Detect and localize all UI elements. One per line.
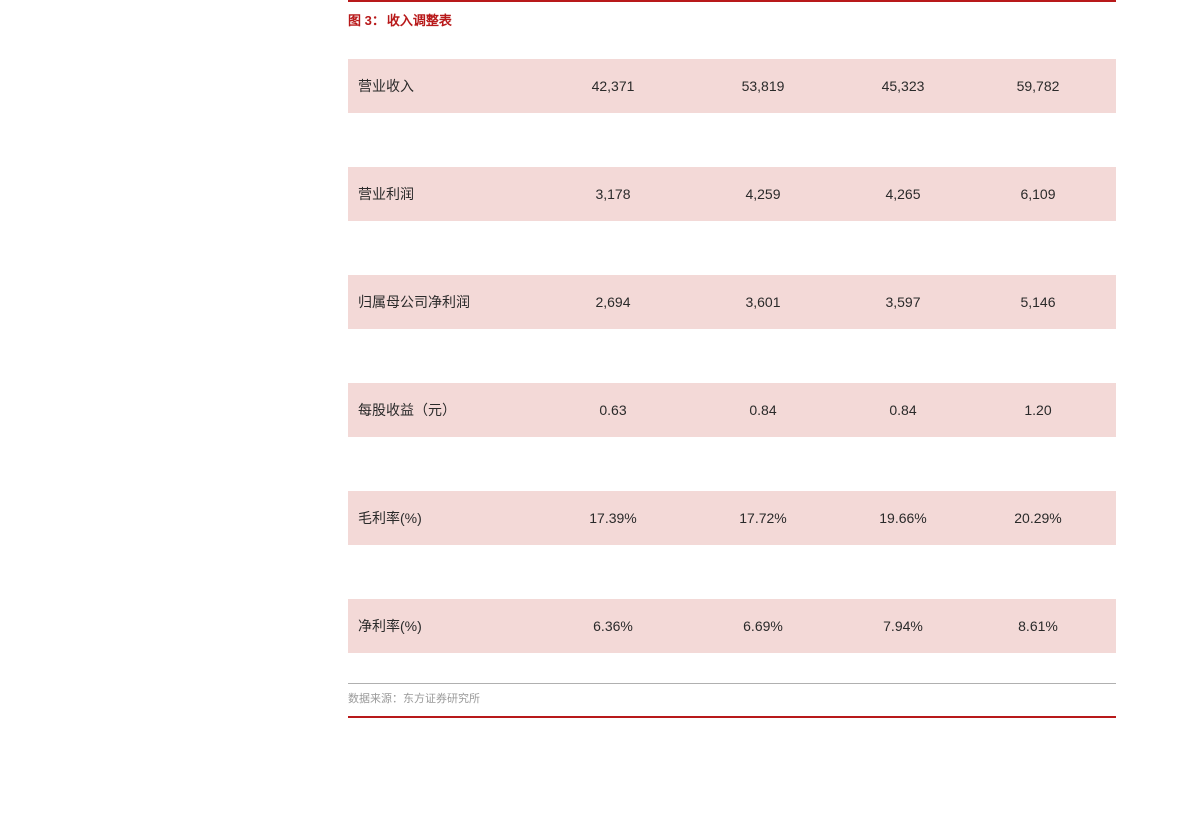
row-gap [348,329,1116,383]
cell-value: 8.61% [958,618,1118,634]
top-rule [348,0,1116,2]
row-gap [348,545,1116,599]
cell-value: 0.84 [678,402,848,418]
cell-value: 59,782 [958,78,1118,94]
table-row: 毛利率(%) 17.39% 17.72% 19.66% 20.29% [348,491,1116,545]
cell-value: 6.69% [678,618,848,634]
table-row: 营业利润 3,178 4,259 4,265 6,109 [348,167,1116,221]
bottom-rule [348,716,1116,718]
cell-value: 20.29% [958,510,1118,526]
cell-value: 6,109 [958,186,1118,202]
row-label: 每股收益（元） [358,400,548,420]
title-prefix: 图 3： [348,10,385,29]
cell-value: 17.72% [678,510,848,526]
data-source: 数据来源：东方证券研究所 [348,690,1116,706]
cell-value: 6.36% [548,618,678,634]
source-rule [348,683,1116,684]
cell-value: 0.84 [848,402,958,418]
cell-value: 7.94% [848,618,958,634]
row-gap [348,437,1116,491]
cell-value: 3,597 [848,294,958,310]
cell-value: 3,178 [548,186,678,202]
row-label: 营业收入 [358,76,548,96]
figure-block: 图 3： 收入调整表 营业收入 42,371 53,819 45,323 59,… [348,0,1116,718]
cell-value: 2,694 [548,294,678,310]
table-row: 净利率(%) 6.36% 6.69% 7.94% 8.61% [348,599,1116,653]
income-adjustment-table: 营业收入 42,371 53,819 45,323 59,782 营业利润 3,… [348,59,1116,653]
row-label: 营业利润 [358,184,548,204]
table-row: 营业收入 42,371 53,819 45,323 59,782 [348,59,1116,113]
cell-value: 5,146 [958,294,1118,310]
cell-value: 53,819 [678,78,848,94]
cell-value: 1.20 [958,402,1118,418]
row-label: 净利率(%) [358,616,548,636]
figure-title: 图 3： 收入调整表 [348,10,1116,29]
cell-value: 4,259 [678,186,848,202]
cell-value: 4,265 [848,186,958,202]
row-gap [348,113,1116,167]
cell-value: 42,371 [548,78,678,94]
cell-value: 3,601 [678,294,848,310]
cell-value: 45,323 [848,78,958,94]
row-gap [348,221,1116,275]
row-label: 毛利率(%) [358,508,548,528]
title-text: 收入调整表 [387,10,452,29]
table-row: 每股收益（元） 0.63 0.84 0.84 1.20 [348,383,1116,437]
cell-value: 19.66% [848,510,958,526]
row-label: 归属母公司净利润 [358,292,548,312]
cell-value: 17.39% [548,510,678,526]
cell-value: 0.63 [548,402,678,418]
table-row: 归属母公司净利润 2,694 3,601 3,597 5,146 [348,275,1116,329]
